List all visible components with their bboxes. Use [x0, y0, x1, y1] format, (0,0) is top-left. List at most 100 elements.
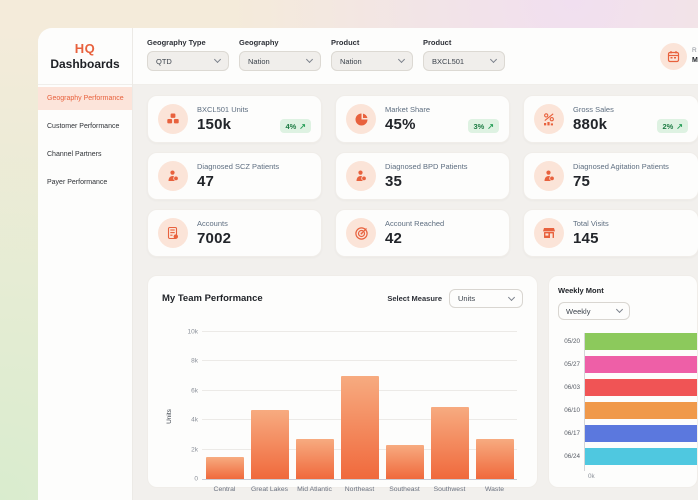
chevron-down-icon: [507, 293, 516, 301]
sidebar-item-customer-performance[interactable]: Customer Performance: [47, 123, 120, 130]
product-dropdown-1[interactable]: Nation: [331, 51, 413, 71]
team-bar-chart: Units 10k 8k 6k 4k 2k 0: [166, 329, 517, 493]
sidebar-item-channel-partners[interactable]: Channel Partners: [47, 151, 102, 158]
patient-icon: [544, 170, 555, 182]
kpi-card-agitation-patients: Diagnosed Agitation Patients 75: [523, 152, 698, 200]
x-tick: Southwest: [433, 486, 466, 493]
weekly-bar-chart: 05/20 05/27 06/03 06/10 06/17 06/24: [558, 333, 697, 471]
sidebar-nav: Geography Performance Customer Performan…: [38, 85, 132, 194]
reporting-label: R: [692, 47, 697, 55]
product-dropdown-2[interactable]: BXCL501: [423, 51, 505, 71]
weekly-performance-card: Weekly Mont Weekly 05/20 05/27 06/03 06/…: [548, 275, 698, 488]
bar-great-lakes[interactable]: [250, 409, 289, 479]
bar-central[interactable]: [205, 456, 244, 479]
calendar-icon: [667, 51, 680, 63]
bar-waste[interactable]: [475, 439, 514, 479]
trend-up-icon: ↗: [676, 121, 683, 131]
reporting-period-text: R M: [692, 46, 698, 66]
geography-type-dropdown[interactable]: QTD: [147, 51, 229, 71]
trend-badge: 3% ↗: [468, 119, 499, 133]
gridline: [202, 360, 517, 362]
header-right: R M: [660, 43, 698, 70]
chevron-down-icon: [615, 305, 624, 314]
weekly-bar[interactable]: [585, 402, 697, 419]
kpi-label: Total Visits: [573, 219, 609, 228]
kpi-card-gross-sales: Gross Sales 880k 2% ↗: [523, 95, 698, 143]
trend-up-icon: ↗: [487, 121, 494, 131]
patient-icon: [168, 170, 179, 182]
bar-southwest[interactable]: [430, 406, 469, 479]
y-axis-label: Units: [165, 408, 173, 424]
calculator-icon: [167, 226, 178, 240]
x-tick: Mid Atlantic: [297, 486, 332, 493]
kpi-grid: BXCL501 Units 150k 4% ↗: [147, 95, 698, 257]
team-chart-title: My Team Performance: [162, 293, 263, 304]
kpi-card-bxcl501-units: BXCL501 Units 150k 4% ↗: [147, 95, 322, 143]
filter-label: Product: [423, 38, 452, 47]
percent-chart-icon: [543, 112, 554, 125]
x-tick: Southeast: [389, 486, 420, 493]
weekly-panel-title: Weekly Mont: [558, 286, 604, 295]
cubes-icon: [167, 113, 179, 124]
bar-mid-atlantic[interactable]: [295, 439, 334, 479]
y-tick: 10k: [187, 328, 198, 336]
bar-southeast[interactable]: [385, 445, 424, 479]
x-tick: Northeast: [344, 486, 375, 493]
kpi-label: Accounts: [197, 219, 228, 228]
kpi-card-accounts: Accounts 7002: [147, 209, 322, 257]
filter-label: Geography Type: [147, 38, 206, 47]
filter-label: Geography: [239, 38, 279, 47]
reporting-value: M: [692, 57, 698, 65]
week-label: 05/27: [564, 361, 580, 368]
kpi-card-market-share: Market Share 45% 3% ↗: [335, 95, 510, 143]
charts-row: My Team Performance Select Measure Units…: [147, 275, 698, 493]
date-range-button[interactable]: [660, 43, 687, 70]
y-tick: 0: [194, 475, 198, 483]
geography-dropdown[interactable]: Nation: [239, 51, 321, 71]
patient-icon: [356, 170, 367, 182]
weekly-period-dropdown[interactable]: Weekly: [558, 302, 630, 320]
bar-northeast[interactable]: [340, 376, 379, 479]
kpi-value: 35: [385, 173, 403, 190]
sidebar-item-geography-performance[interactable]: Geography Performance: [38, 87, 132, 110]
pie-chart-icon: [355, 113, 367, 125]
kpi-card-bpd-patients: Diagnosed BPD Patients 35: [335, 152, 510, 200]
weekly-bar[interactable]: [585, 448, 697, 465]
kpi-label: Diagnosed SCZ Patients: [197, 162, 280, 171]
weekly-bar[interactable]: [585, 333, 697, 350]
trend-badge: 4% ↗: [280, 119, 311, 133]
team-performance-card: My Team Performance Select Measure Units…: [147, 275, 538, 493]
filter-product-2: Product BXCL501: [423, 38, 505, 71]
sidebar: HQ Dashboards Geography Performance Cust…: [38, 28, 133, 500]
weekly-bar[interactable]: [585, 425, 697, 442]
kpi-value: 47: [197, 173, 215, 190]
dropdown-value: Nation: [340, 56, 362, 66]
kpi-label: Market Share: [385, 105, 431, 114]
x-tick: Great Lakes: [250, 486, 289, 493]
chevron-down-icon: [489, 55, 498, 64]
sidebar-item-payer-performance[interactable]: Payer Performance: [47, 179, 108, 186]
kpi-label: Diagnosed Agitation Patients: [573, 162, 669, 171]
dashboard-app: HQ Dashboards Geography Performance Cust…: [38, 28, 698, 500]
kpi-value: 42: [385, 230, 403, 247]
y-tick: 8k: [191, 357, 198, 365]
kpi-card-account-reached: Account Reached 42: [335, 209, 510, 257]
y-tick: 4k: [191, 416, 198, 424]
kpi-label: Gross Sales: [573, 105, 614, 114]
store-icon: [543, 228, 555, 238]
app-logo: HQ Dashboards: [38, 28, 132, 85]
week-label: 06/10: [564, 407, 580, 414]
select-measure-dropdown[interactable]: Units: [449, 289, 523, 308]
weekly-bar[interactable]: [585, 356, 697, 373]
x-tick: Waste: [484, 486, 504, 493]
weekly-bar[interactable]: [585, 379, 697, 396]
header: Geography Type QTD Geography Nation Prod…: [133, 28, 698, 85]
dropdown-value: Units: [458, 294, 476, 303]
trend-up-icon: ↗: [299, 121, 306, 131]
y-tick: 6k: [191, 387, 198, 395]
chevron-down-icon: [397, 55, 406, 64]
filter-bar: Geography Type QTD Geography Nation Prod…: [133, 28, 698, 71]
weekly-x-axis-start: 0k: [588, 473, 595, 480]
kpi-card-total-visits: Total Visits 145: [523, 209, 698, 257]
